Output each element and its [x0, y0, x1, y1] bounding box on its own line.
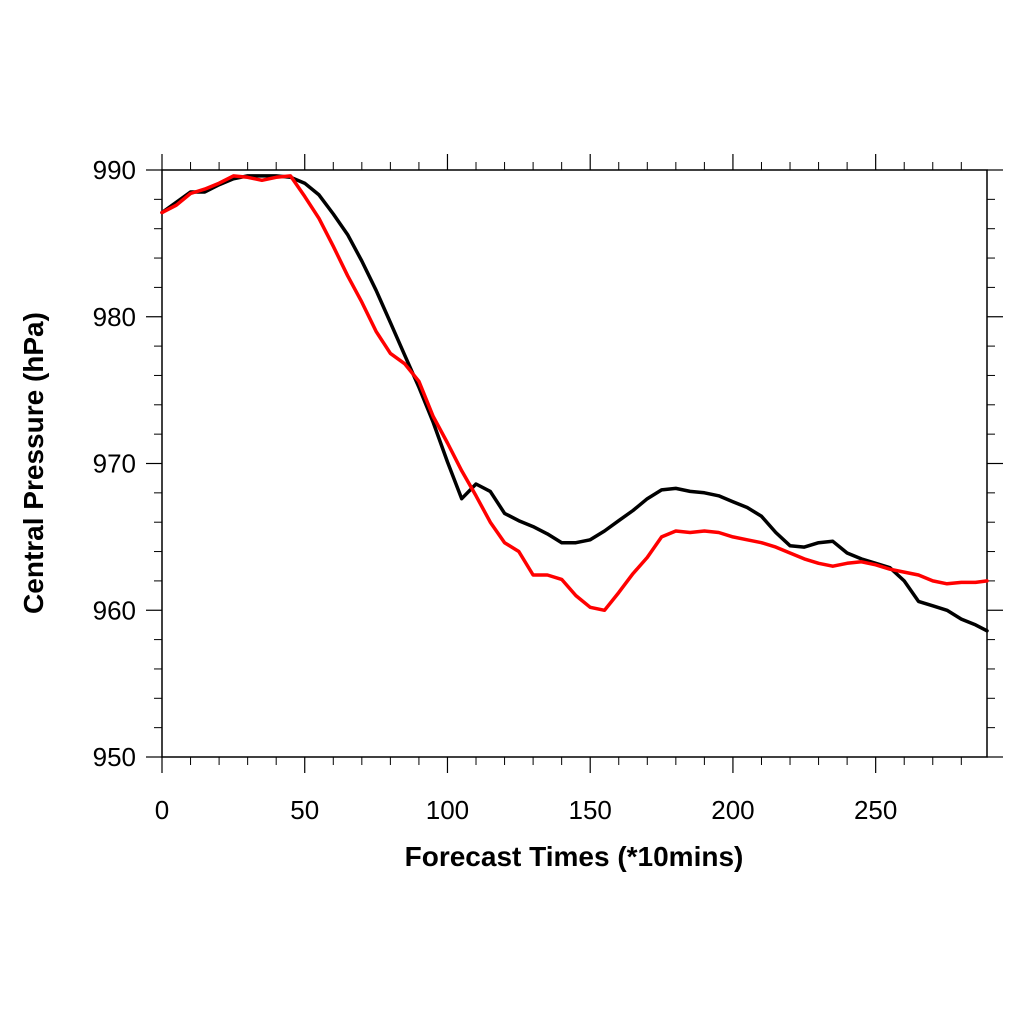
y-tick-label: 980 [93, 302, 136, 332]
series-line-2 [160, 174, 989, 613]
y-tick-label: 950 [93, 742, 136, 772]
x-tick-label: 150 [569, 795, 612, 825]
y-axis-title: Central Pressure (hPa) [18, 312, 49, 614]
series-line-1 [160, 174, 989, 633]
x-tick-label: 0 [155, 795, 169, 825]
x-tick-label: 250 [854, 795, 897, 825]
x-tick-label: 100 [426, 795, 469, 825]
tick-labels: 0 50 100 150 200 250 950 960 970 980 990 [93, 155, 898, 825]
series-lines [160, 174, 989, 633]
y-tick-label: 970 [93, 449, 136, 479]
y-tick-label: 960 [93, 595, 136, 625]
plot-frame [161, 169, 988, 758]
x-axis-title: Forecast Times (*10mins) [405, 841, 744, 872]
axis-ticks [146, 154, 1003, 773]
x-tick-label: 50 [290, 795, 319, 825]
y-tick-label: 990 [93, 155, 136, 185]
x-tick-label: 200 [711, 795, 754, 825]
